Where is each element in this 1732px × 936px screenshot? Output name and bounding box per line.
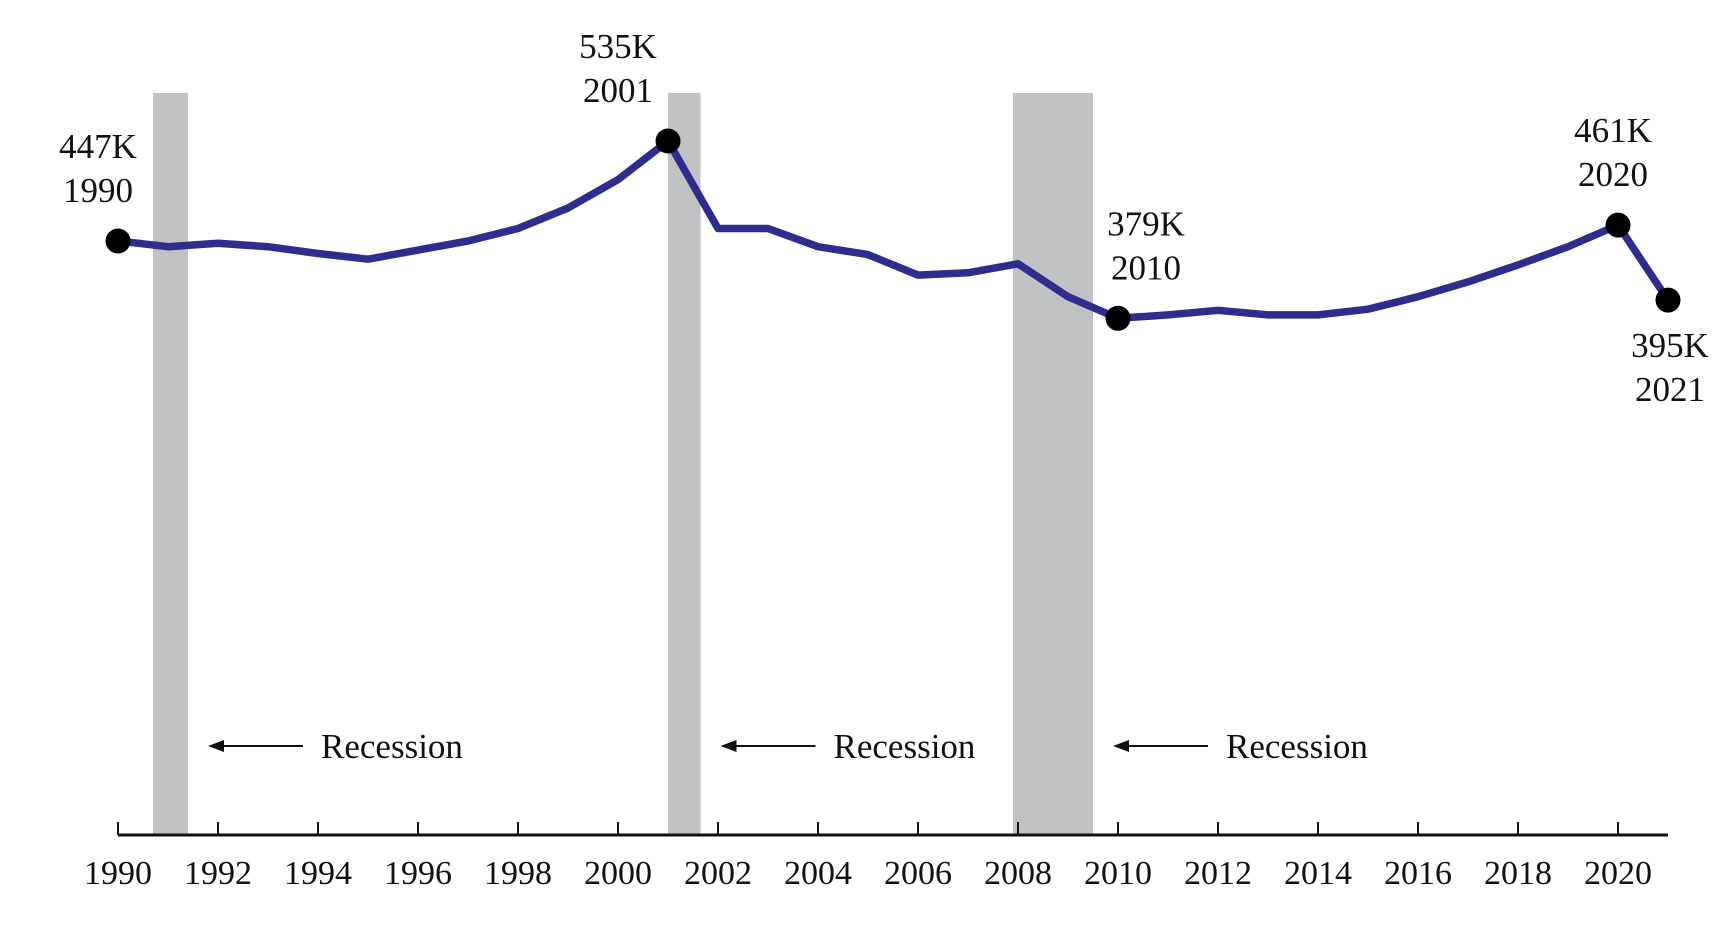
recession-band-2: [668, 93, 701, 835]
x-tick-label-2002: 2002: [684, 855, 752, 892]
point-marker-2010: [1105, 305, 1131, 331]
point-marker-2020: [1605, 212, 1631, 238]
annotation-year-1990: 1990: [63, 171, 133, 210]
annotation-year-2021: 2021: [1635, 370, 1705, 409]
annotation-value-2020: 461K: [1574, 111, 1652, 150]
x-tick-label-2016: 2016: [1384, 855, 1452, 892]
recession-label-2: Recession: [834, 727, 976, 766]
annotation-value-2001: 535K: [579, 27, 657, 66]
annotation-markers: [105, 128, 1681, 331]
x-tick-label-1998: 1998: [484, 855, 552, 892]
x-tick-label-1990: 1990: [84, 855, 152, 892]
recession-label-3: Recession: [1226, 727, 1368, 766]
recession-labels: Recession Recession Recession: [208, 727, 1368, 766]
x-tick-label-1994: 1994: [284, 855, 352, 892]
annotation-value-2010: 379K: [1107, 204, 1185, 243]
x-tick-label-2018: 2018: [1484, 855, 1552, 892]
annotation-value-1990: 447K: [59, 127, 137, 166]
annotation-year-2020: 2020: [1578, 155, 1648, 194]
x-tick-label-1992: 1992: [184, 855, 252, 892]
point-marker-2021: [1655, 287, 1681, 313]
recession-label-1: Recession: [321, 727, 463, 766]
annotation-value-2021: 395K: [1631, 326, 1709, 365]
x-tick-label-2012: 2012: [1184, 855, 1252, 892]
recession-arrowhead-3: [1113, 740, 1129, 752]
x-tick-label-2010: 2010: [1084, 855, 1152, 892]
x-axis: 1990 1992 1994 1996 1998 2000 2002 2004 2006 2008…: [84, 822, 1668, 892]
series-line-1: [114, 137, 1672, 323]
recession-band-1: [153, 93, 188, 835]
x-tick-label-2006: 2006: [884, 855, 952, 892]
x-tick-label-2004: 2004: [784, 855, 852, 892]
point-marker-2001: [655, 128, 681, 154]
annotation-labels: 447K 1990 535K 2001 379K 2010 461K 2020 395K 2021: [59, 27, 1709, 409]
x-tick-label-2000: 2000: [584, 855, 652, 892]
recession-arrowhead-2: [720, 740, 737, 752]
x-tick-label-2020: 2020: [1584, 855, 1652, 892]
recession-bands: [153, 93, 1093, 835]
x-tick-label-2014: 2014: [1284, 855, 1352, 892]
recession-band-3: [1013, 93, 1093, 835]
x-tick-label-2008: 2008: [984, 855, 1052, 892]
x-tick-label-1996: 1996: [384, 855, 452, 892]
annotation-year-2010: 2010: [1111, 248, 1181, 287]
recession-arrowhead-1: [208, 740, 224, 752]
series-line-layer: [114, 137, 1672, 323]
point-marker-1990: [105, 228, 131, 254]
annotation-year-2001: 2001: [583, 71, 653, 110]
